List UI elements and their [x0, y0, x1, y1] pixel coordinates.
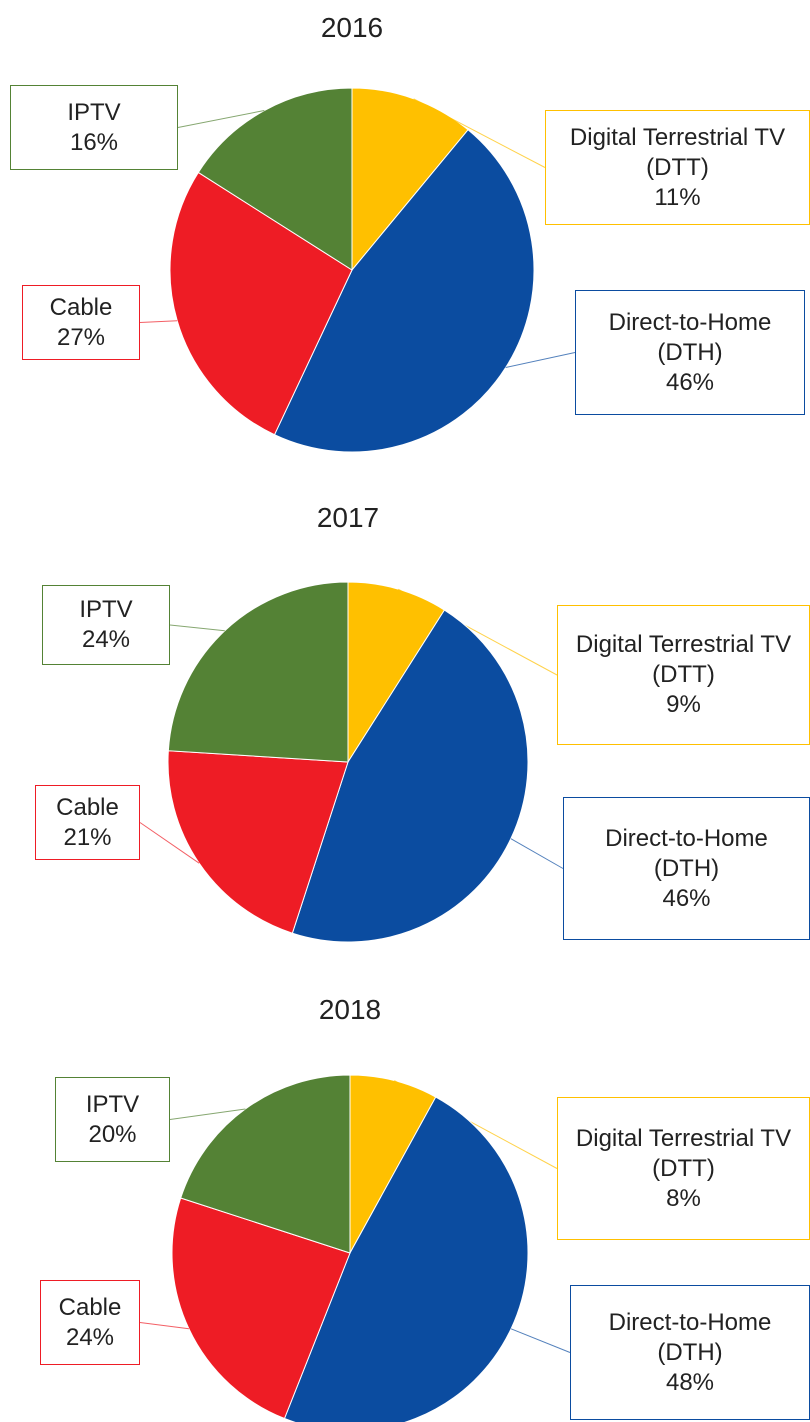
- callout-box: IPTV 20%: [55, 1077, 170, 1162]
- value-label: 20%: [88, 1120, 137, 1148]
- callout-box: Direct-to-Home (DTH) 46%: [575, 290, 805, 415]
- value-label: 16%: [69, 128, 119, 156]
- callout-box: Digital Terrestrial TV (DTT) 8%: [557, 1097, 810, 1240]
- pie-slice: [167, 750, 349, 934]
- value-label: 9%: [666, 691, 701, 718]
- leader-line: [413, 98, 546, 168]
- pie-slice: [273, 129, 535, 453]
- chart-title: 2017: [316, 502, 380, 533]
- pie-slice: [167, 581, 349, 763]
- slice-label: Digital Terrestrial TV (DTT): [575, 1124, 792, 1182]
- slice-label: Direct-to-Home (DTH): [605, 824, 768, 882]
- leader-line: [139, 320, 178, 323]
- leader-line: [169, 624, 225, 632]
- leader-line: [139, 1322, 190, 1330]
- leader-line: [139, 822, 200, 864]
- callout-box: Cable 21%: [35, 785, 140, 860]
- callout-box: IPTV 16%: [10, 85, 178, 170]
- leader-line: [177, 110, 265, 128]
- slice-label: IPTV: [85, 1090, 140, 1118]
- value-label: 46%: [662, 884, 711, 912]
- value-label: 48%: [665, 1368, 715, 1396]
- leader-line: [510, 1328, 571, 1353]
- chart-title: 2016: [320, 12, 384, 43]
- slice-label: Digital Terrestrial TV (DTT): [569, 123, 786, 181]
- value-label: 27%: [56, 323, 106, 351]
- slice-label: IPTV: [79, 596, 133, 623]
- pie-slice: [283, 1096, 529, 1422]
- value-label: 21%: [63, 823, 112, 851]
- leader-line: [169, 1108, 246, 1120]
- callout-box: Digital Terrestrial TV (DTT) 11%: [545, 110, 810, 225]
- slice-label: Direct-to-Home (DTH): [608, 1308, 772, 1366]
- slice-label: IPTV: [67, 98, 121, 126]
- callout-box: Digital Terrestrial TV (DTT) 9%: [557, 605, 810, 745]
- callout-box: IPTV 24%: [42, 585, 170, 665]
- slice-label: Digital Terrestrial TV (DTT): [575, 631, 792, 688]
- leader-line: [397, 588, 558, 676]
- value-label: 8%: [666, 1184, 701, 1212]
- callout-box: Direct-to-Home (DTH) 48%: [570, 1285, 810, 1420]
- slice-label: Cable: [49, 293, 113, 321]
- leader-line: [510, 838, 564, 869]
- pie-slice: [171, 1197, 351, 1420]
- chart-title: 2018: [318, 994, 382, 1025]
- callout-box: Cable 24%: [40, 1280, 140, 1365]
- value-label: 24%: [65, 1323, 115, 1351]
- value-label: 11%: [654, 183, 701, 211]
- pie-slice: [197, 87, 353, 271]
- leader-line: [394, 1080, 558, 1169]
- leader-line: [505, 352, 576, 369]
- pie-slice: [180, 1074, 351, 1254]
- value-label: 24%: [81, 626, 131, 653]
- slice-label: Cable: [58, 1293, 122, 1321]
- pie-slice: [291, 609, 529, 943]
- value-label: 46%: [665, 368, 715, 396]
- callout-box: Direct-to-Home (DTH) 46%: [563, 797, 810, 940]
- callout-box: Cable 27%: [22, 285, 140, 360]
- slice-label: Direct-to-Home (DTH): [608, 308, 772, 366]
- slice-label: Cable: [56, 793, 119, 821]
